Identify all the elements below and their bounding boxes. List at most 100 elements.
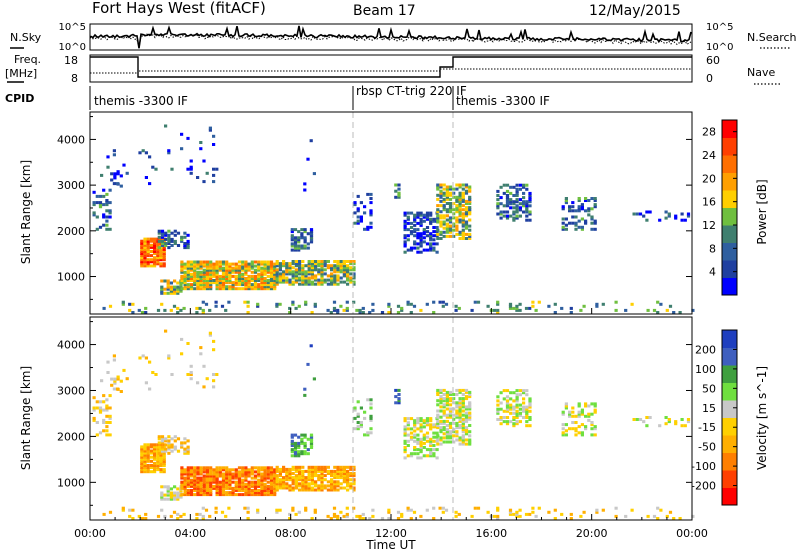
- power-cell: [333, 280, 337, 284]
- velocity-cell: [186, 449, 190, 453]
- power-cell: [228, 268, 232, 272]
- power-cell: [176, 289, 180, 293]
- velocity-cell: [247, 468, 251, 472]
- power-cell: [205, 262, 210, 266]
- power-cell: [515, 204, 519, 208]
- velocity-cell: [140, 457, 144, 461]
- velocity-cell: [512, 416, 516, 419]
- velocity-cell: [212, 379, 216, 383]
- velocity-cell: [307, 467, 311, 471]
- velocity-cell: [282, 476, 286, 480]
- power-cell: [137, 308, 141, 312]
- power-cell: [228, 270, 232, 274]
- power-cell: [297, 238, 301, 242]
- power-cell: [173, 233, 177, 237]
- velocity-cell: [291, 480, 295, 484]
- velocity-cell: [180, 480, 184, 484]
- velocity-cell: [215, 466, 219, 470]
- velocity-cell: [432, 506, 436, 510]
- power-cell: [422, 215, 426, 219]
- velocity-cell: [400, 512, 404, 516]
- power-cell: [250, 274, 254, 278]
- power-cell: [193, 279, 197, 282]
- velocity-cell: [422, 435, 426, 439]
- power-cell: [294, 260, 298, 263]
- power-cell: [237, 260, 242, 264]
- velocity-cell: [461, 434, 465, 438]
- velocity-cell: [202, 478, 206, 482]
- power-cell: [425, 217, 430, 221]
- velocity-cell: [196, 472, 200, 476]
- velocity-cell: [297, 510, 301, 514]
- power-cell: [419, 250, 423, 254]
- velocity-cell: [461, 417, 465, 421]
- power-cell: [293, 242, 298, 246]
- velocity-cell: [209, 484, 213, 488]
- velocity-cell: [320, 472, 324, 475]
- power-cell: [157, 239, 161, 243]
- power-cell: [455, 199, 459, 203]
- power-cell: [163, 308, 167, 312]
- velocity-cell: [691, 514, 695, 518]
- velocity-cell: [193, 474, 197, 478]
- velocity-cell: [371, 508, 375, 512]
- power-cell: [499, 216, 503, 220]
- power-cell: [452, 216, 456, 220]
- power-cell: [320, 264, 324, 268]
- power-cell: [291, 260, 295, 263]
- power-cell: [346, 270, 350, 274]
- power-cell: [584, 209, 588, 213]
- power-cell: [306, 157, 310, 161]
- y-tick-label: 4000: [57, 339, 85, 352]
- colorbar-tick-label: -100: [691, 460, 716, 473]
- velocity-cell: [164, 443, 168, 447]
- power-cell: [496, 300, 500, 304]
- velocity-cell: [574, 414, 578, 418]
- power-cell: [458, 220, 462, 224]
- velocity-cell: [290, 435, 294, 439]
- velocity-cell: [275, 467, 279, 471]
- cpid-label: CPID: [5, 92, 34, 105]
- power-cell: [301, 272, 305, 276]
- velocity-cell: [140, 445, 144, 449]
- velocity-cell: [307, 469, 311, 473]
- velocity-cell: [349, 472, 353, 475]
- velocity-cell: [199, 470, 203, 474]
- colorbar-segment: [722, 155, 737, 173]
- velocity-cell: [439, 409, 443, 413]
- power-cell: [339, 260, 343, 263]
- power-cell: [339, 264, 343, 268]
- velocity-cell: [257, 493, 261, 497]
- power-cell: [215, 268, 219, 272]
- power-cell: [580, 207, 584, 211]
- velocity-cell: [196, 466, 200, 470]
- velocity-cell: [369, 416, 373, 420]
- power-cell: [590, 221, 594, 225]
- velocity-cell: [186, 482, 190, 486]
- velocity-cell: [307, 474, 311, 478]
- power-cell: [149, 258, 153, 262]
- velocity-cell: [157, 451, 161, 455]
- power-cell: [515, 198, 519, 202]
- velocity-cell: [183, 484, 187, 488]
- velocity-cell: [291, 482, 295, 486]
- velocity-cell: [138, 356, 142, 360]
- velocity-cell: [436, 438, 440, 442]
- velocity-cell: [458, 426, 462, 430]
- velocity-cell: [342, 465, 346, 469]
- velocity-cell: [518, 508, 522, 512]
- power-cell: [307, 260, 311, 263]
- velocity-cell: [228, 478, 232, 482]
- colorbar-frame: [721, 329, 738, 506]
- power-cell: [290, 230, 294, 234]
- power-cell: [496, 302, 500, 306]
- power-cell: [445, 197, 449, 201]
- power-cell: [112, 149, 116, 153]
- velocity-cell: [189, 466, 194, 470]
- velocity-cell: [140, 464, 144, 467]
- power-cell: [183, 274, 187, 278]
- velocity-cell: [160, 441, 165, 445]
- velocity-cell: [413, 439, 417, 443]
- velocity-cell: [436, 424, 440, 427]
- velocity-cell: [102, 429, 106, 433]
